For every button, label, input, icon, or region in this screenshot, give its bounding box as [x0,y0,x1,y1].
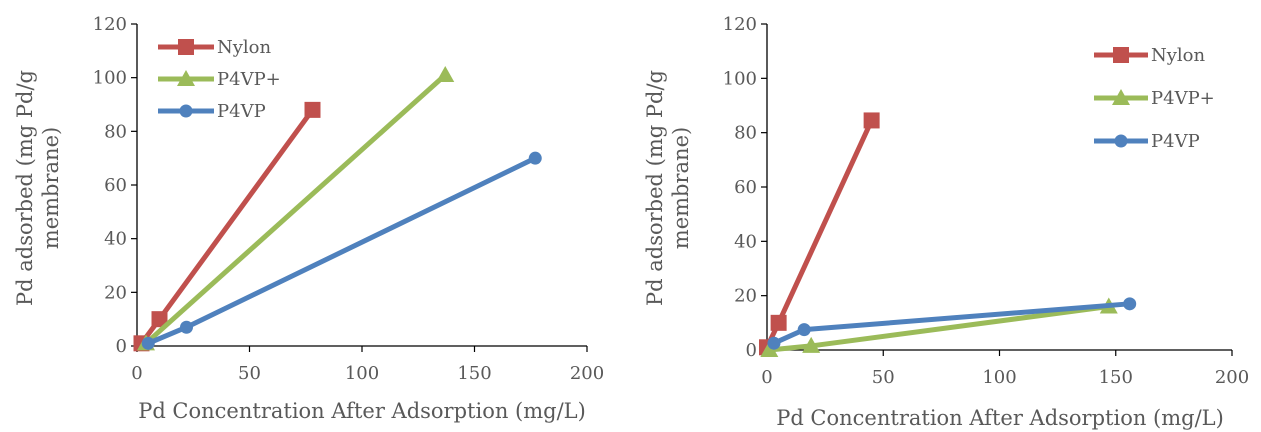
y-tick-label: 80 [104,121,127,142]
chart-1: 0 20 40 60 80 100 120 0 50 100 150 200 Pd Concentrat… [13,14,604,423]
chart-2: 0 20 40 60 80 100 120 0 50 100 150 200 Pd Concentrat… [643,14,1249,430]
x-tick-label: 0 [131,363,142,384]
y-tick-label: 0 [746,340,757,361]
series-p4vp [767,297,1137,350]
x-tick-label: 100 [982,367,1016,388]
data-point [770,314,787,331]
data-point [436,65,455,82]
series-line [772,301,1130,346]
legend-label: P4VP [217,101,266,122]
legend-label: P4VP+ [217,69,281,90]
y-axis-title-line: Pd adsorbed (mg Pd/g [13,70,37,306]
series-p4vp-plus [760,297,1118,357]
legend-label: Nylon [1151,45,1206,66]
data-point [863,112,880,129]
y-axis-title-line: Pd adsorbed (mg Pd/g [643,70,667,306]
legend: Nylon P4VP+ P4VP [158,37,281,122]
data-point [797,323,811,337]
series-nylon [759,112,880,356]
data-point [180,320,193,334]
x-axis-title: Pd Concentration After Adsorption (mg/L) [776,406,1224,430]
data-point [151,311,168,328]
y-tick-label: 100 [93,68,127,89]
legend-label: P4VP+ [1151,88,1215,109]
x-tick-label: 50 [238,363,261,384]
x-tick-label: 150 [1099,367,1133,388]
y-tick-label: 0 [116,336,127,357]
legend: Nylon P4VP+ P4VP [1094,45,1215,152]
series-p4vp [141,151,542,350]
x-tick-label: 150 [457,363,491,384]
series-line [147,155,537,346]
legend-label: P4VP [1151,131,1200,152]
y-tick-label: 60 [734,177,757,198]
y-axis-title-line: membrane) [39,127,63,249]
y-tick-label: 40 [104,229,127,250]
legend-marker [179,104,193,118]
y-tick-label: 20 [734,286,757,307]
x-tick-label: 50 [872,367,895,388]
y-tick-label: 120 [723,14,757,35]
data-point [304,101,321,118]
y-tick-label: 100 [723,68,757,89]
y-tick-label: 60 [104,175,127,196]
series-line [764,119,874,349]
y-tick-label: 40 [734,231,757,252]
x-tick-label: 100 [345,363,379,384]
y-tick-label: 120 [93,14,127,35]
series-nylon [133,101,321,352]
legend-marker [178,39,194,55]
data-point [802,336,821,353]
x-axis-title: Pd Concentration After Adsorption (mg/L) [138,399,586,423]
data-point [767,336,781,350]
y-tick-label: 20 [104,282,127,303]
y-tick-label: 80 [734,123,757,144]
y-axis-title: Pd adsorbed (mg Pd/gmembrane) [643,70,693,306]
data-point [1123,297,1137,311]
legend-marker [1113,47,1129,63]
data-point [760,341,779,357]
legend-marker [177,70,195,86]
x-tick-label: 0 [761,367,772,388]
x-tick-label: 200 [570,363,604,384]
legend-marker [1114,134,1128,148]
series-line [144,73,447,346]
legend-label: Nylon [217,37,272,58]
y-axis-title-line: membrane) [669,127,693,249]
x-tick-label: 200 [1215,367,1249,388]
data-point [141,336,155,350]
y-axis-title: Pd adsorbed (mg Pd/gmembrane) [13,70,63,306]
data-point [528,151,542,165]
legend-marker [1112,89,1130,105]
